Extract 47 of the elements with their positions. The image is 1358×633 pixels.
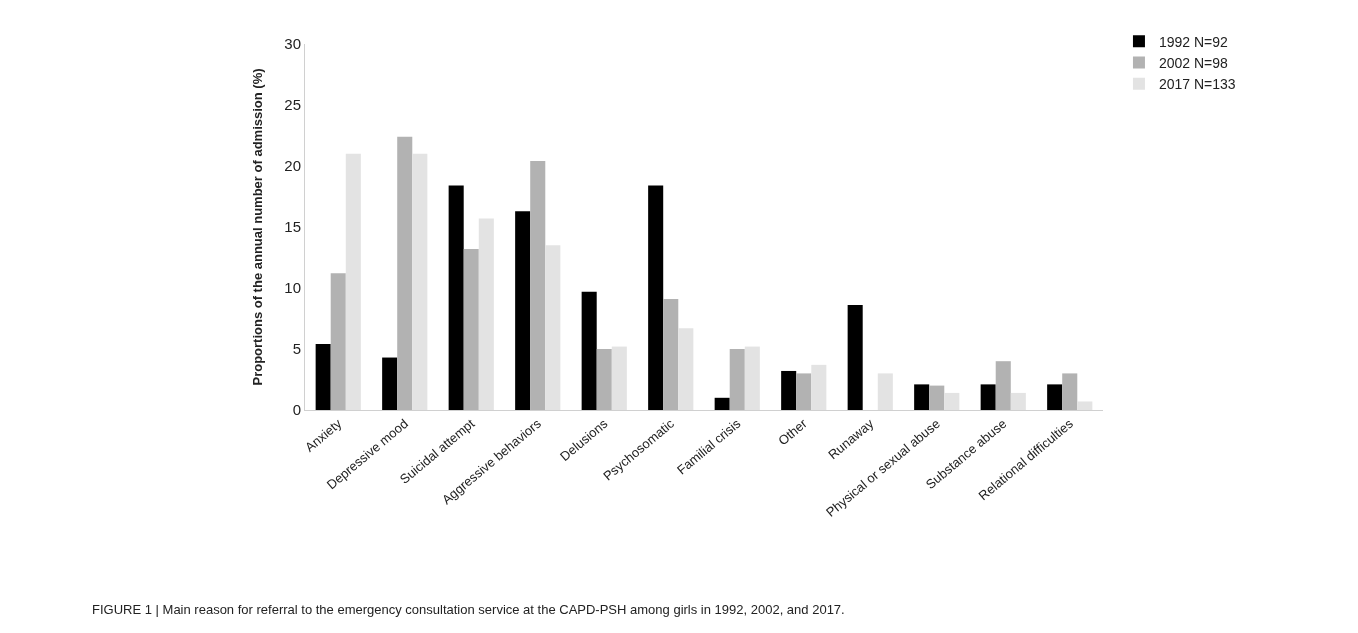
bar	[1062, 373, 1078, 410]
y-tick-label: 20	[284, 157, 301, 175]
bar	[914, 384, 930, 410]
bar	[397, 136, 413, 410]
bar	[944, 392, 960, 410]
y-tick-label: 25	[284, 96, 301, 114]
bar	[980, 384, 996, 410]
legend-label: 1992 N=92	[1158, 33, 1229, 50]
bar	[811, 364, 827, 410]
bar	[345, 153, 361, 410]
bar	[744, 346, 760, 410]
bar	[330, 273, 346, 410]
bar	[315, 344, 331, 410]
bar	[877, 373, 893, 410]
bar	[448, 185, 464, 410]
y-tick-label: 0	[292, 401, 301, 419]
y-tick-label: 10	[284, 279, 301, 297]
bar	[929, 385, 945, 410]
bar	[1077, 401, 1093, 410]
bar	[729, 349, 745, 410]
bar	[1047, 384, 1063, 410]
bar	[382, 357, 398, 410]
bar	[515, 211, 531, 410]
bar	[412, 153, 428, 410]
y-tick-label: 15	[284, 218, 301, 236]
y-tick-label: 30	[284, 35, 301, 53]
y-tick-label: 5	[292, 340, 301, 358]
bar	[796, 373, 812, 410]
caption: FIGURE 1 | Main reason for referral to the emergency consultation service at the CAPD-PSH among girls in 1992, 2002, and 2017.	[92, 602, 845, 617]
bar	[478, 218, 494, 410]
bar	[847, 305, 863, 410]
bar	[995, 361, 1011, 410]
bar	[663, 298, 679, 410]
bar	[648, 185, 664, 410]
bar	[1010, 392, 1026, 410]
y-axis-title: Proportions of the annual number of admission (%)	[250, 68, 266, 386]
bar	[581, 291, 597, 410]
bar	[596, 349, 612, 410]
bar	[530, 161, 546, 410]
bar	[781, 370, 797, 410]
bar	[611, 346, 627, 410]
legend-label: 2017 N=133	[1158, 76, 1236, 93]
legend-label: 2002 N=98	[1158, 54, 1229, 71]
bar	[545, 245, 561, 410]
bar	[463, 248, 479, 410]
bar	[714, 397, 730, 410]
bar	[678, 328, 694, 410]
